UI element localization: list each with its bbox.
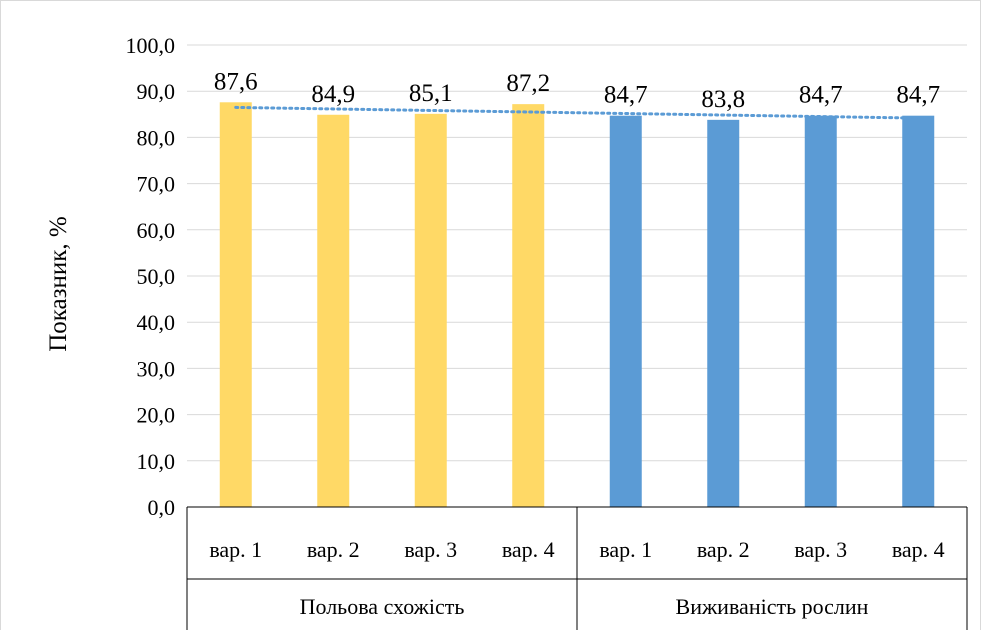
y-tick-label: 20,0: [137, 403, 176, 428]
x-category-label: вар. 1: [599, 537, 652, 562]
x-category-label: вар. 4: [502, 537, 555, 562]
trendline: [234, 105, 920, 120]
axes: 0,0 10,0 20,0 30,0 40,0 50,0 60,0 70,0 80,0 90,0 1…: [126, 33, 968, 630]
bar: [902, 115, 935, 507]
y-tick-label: 40,0: [137, 310, 176, 335]
x-category-label: вар. 3: [404, 537, 457, 562]
x-category-label: вар. 2: [697, 537, 750, 562]
bar: [707, 119, 740, 508]
y-tick-label: 10,0: [137, 449, 176, 474]
bar: [804, 115, 837, 507]
y-tick-label: 80,0: [137, 125, 176, 150]
bars: [219, 102, 935, 508]
y-tick-label: 30,0: [137, 356, 176, 381]
data-label: 84,7: [604, 82, 648, 109]
y-axis-title: Показник, %: [45, 216, 72, 352]
bar: [317, 114, 350, 508]
data-label: 87,6: [214, 68, 258, 95]
y-tick-label: 50,0: [137, 264, 176, 289]
bar: [512, 104, 545, 508]
y-tick-label: 60,0: [137, 218, 176, 243]
gridlines: [187, 44, 967, 462]
data-label: 83,8: [701, 86, 745, 113]
x-category-label: вар. 2: [307, 537, 360, 562]
x-group-label: Виживаність рослин: [676, 594, 869, 619]
data-label: 84,9: [311, 81, 355, 108]
y-tick-label: 0,0: [148, 495, 176, 520]
data-labels: 87,6 84,9 85,1 87,2 84,7 83,8 84,7 84,7: [214, 68, 940, 113]
data-label: 87,2: [506, 70, 550, 97]
data-label: 84,7: [896, 82, 940, 109]
y-tick-label: 100,0: [126, 33, 176, 58]
bar: [609, 115, 642, 507]
bar: [414, 113, 447, 507]
x-category-label: вар. 4: [892, 537, 945, 562]
x-category-label: вар. 1: [209, 537, 262, 562]
x-category-label: вар. 3: [794, 537, 847, 562]
x-group-label: Польова схожість: [300, 594, 465, 619]
y-tick-label: 90,0: [137, 79, 176, 104]
bar: [219, 102, 252, 508]
data-label: 84,7: [799, 82, 843, 109]
y-tick-label: 70,0: [137, 172, 176, 197]
trendline-path: [234, 105, 920, 120]
data-label: 85,1: [409, 80, 453, 107]
